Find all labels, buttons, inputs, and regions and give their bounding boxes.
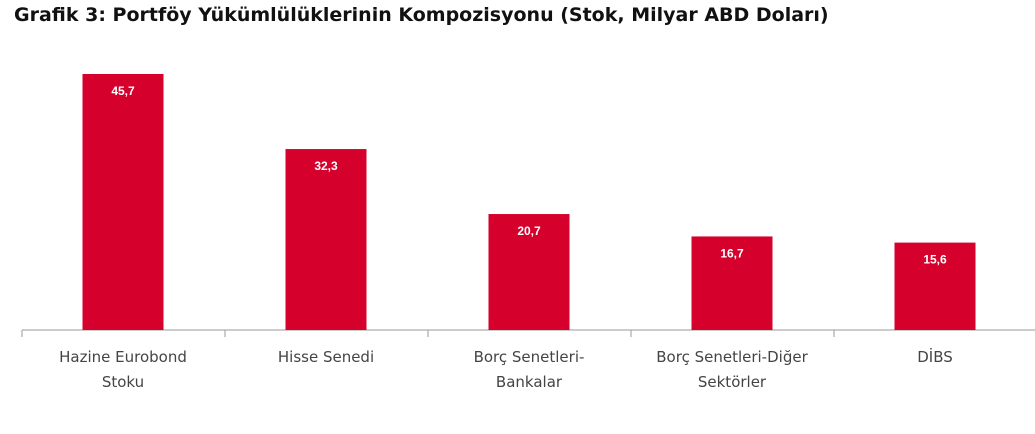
x-tick-label: Borç Senetleri- <box>474 348 585 366</box>
x-tick-label: Hazine Eurobond <box>59 348 187 366</box>
bar-4 <box>691 236 773 330</box>
x-tick-label: Borç Senetleri-Diğer <box>656 348 808 366</box>
bar-2 <box>285 149 367 330</box>
x-tick-label: DİBS <box>917 347 953 366</box>
x-tick-label: Sektörler <box>698 373 767 391</box>
x-tick-label: Stoku <box>102 373 144 391</box>
data-label: 45,7 <box>111 84 135 98</box>
bar-1 <box>82 74 164 330</box>
x-tick-label: Hisse Senedi <box>278 348 374 366</box>
data-label: 15,6 <box>923 253 947 267</box>
bar-3 <box>488 214 570 330</box>
bar-5 <box>894 242 976 330</box>
data-label: 16,7 <box>720 246 744 260</box>
x-tick-label: Bankalar <box>496 373 563 391</box>
data-label: 20,7 <box>517 224 541 238</box>
chart-title: Grafik 3: Portföy Yükümlülüklerinin Komp… <box>14 4 829 26</box>
data-label: 32,3 <box>314 159 338 173</box>
